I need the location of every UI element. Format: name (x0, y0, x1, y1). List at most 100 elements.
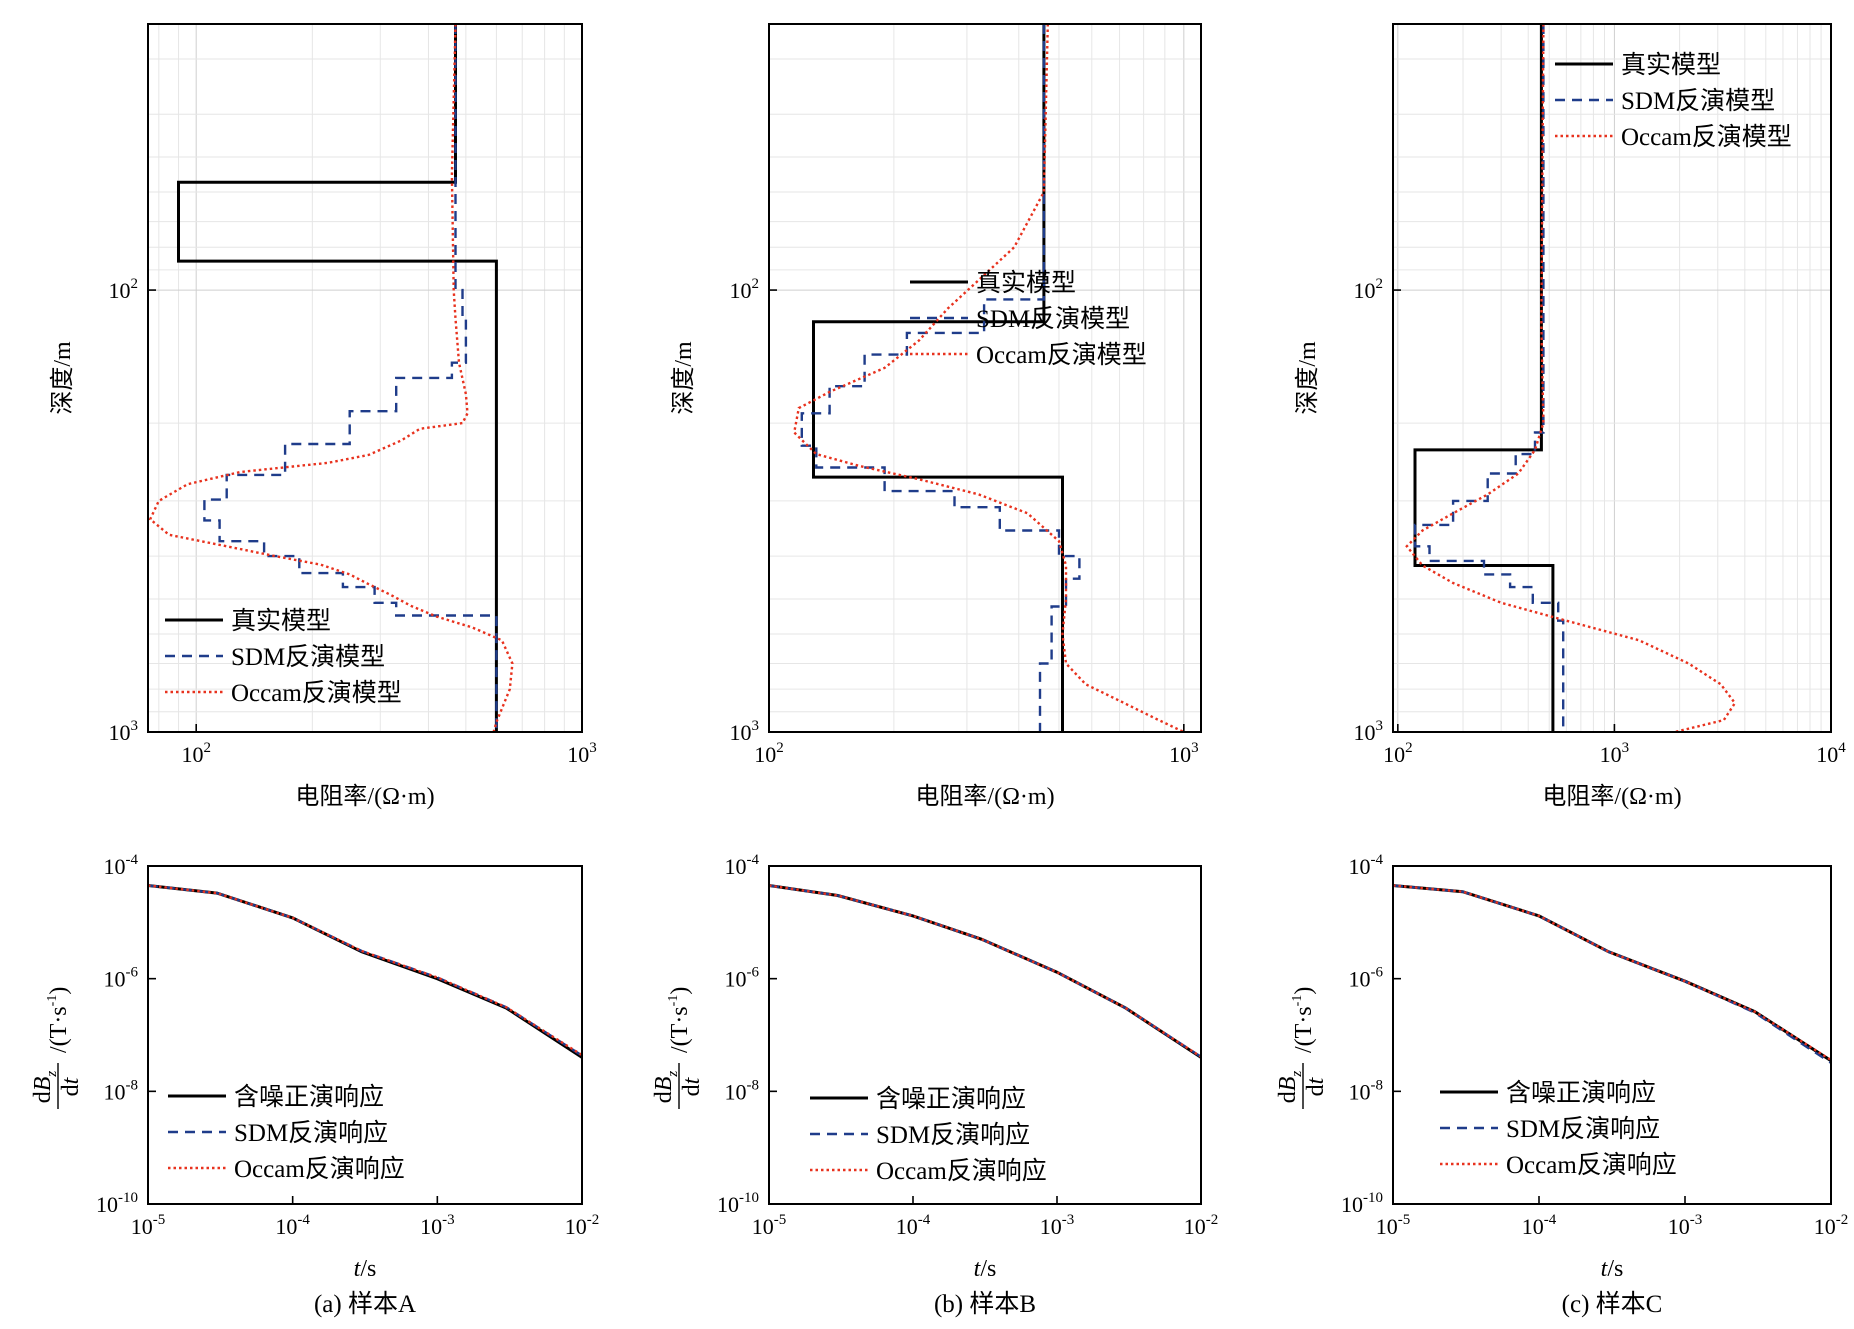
y-tick-label: 102 (109, 276, 139, 303)
panel-a-response: 10-5 10-4 10-3 10-2 10-4 10-6 10-8 10-10 t/s dBzd… (30, 852, 600, 1282)
panel-caption: (a) 样本A (314, 1290, 416, 1318)
y-label-unit: /(T·s-1) (1290, 987, 1317, 1053)
x-tick-label: 10-4 (1522, 1212, 1557, 1239)
legend-label: Occam反演响应 (234, 1155, 405, 1183)
x-axis-label: t/s (974, 1256, 997, 1282)
y-label-denominator: dt (1303, 1076, 1329, 1096)
series-line-2 (800, 24, 1081, 732)
x-axis-label: t/s (354, 1256, 377, 1282)
x-tick-label: 10-3 (1668, 1212, 1703, 1239)
plot-frame (147, 865, 583, 1205)
x-tick-label: 10-5 (752, 1212, 787, 1239)
legend-label: SDM反演模型 (231, 643, 385, 671)
panel-c-model: 102 103 104102103电阻率/(Ω·m)深度/m真实模型SDM反演模型O… (1294, 23, 1846, 810)
legend: 含噪正演响应 SDM反演响应 Occam反演响应 (810, 1085, 1047, 1185)
x-tick-label: 104 (1816, 740, 1846, 767)
x-tick-label: 10-5 (131, 1212, 166, 1239)
series-line-1 (769, 884, 1201, 1060)
series-line-3 (148, 24, 514, 732)
y-label-numerator: dBz (651, 1071, 681, 1104)
y-tick-label: 10-6 (725, 965, 760, 992)
x-tick-label: 102 (1383, 740, 1413, 767)
legend-label: SDM反演模型 (1621, 87, 1775, 115)
y-tick-label: 10-10 (96, 1190, 138, 1217)
y-tick-label: 10-6 (104, 965, 139, 992)
y-tick-label: 102 (1354, 276, 1384, 303)
plot-frame (768, 865, 1202, 1205)
panel-caption: (b) 样本B (934, 1290, 1036, 1318)
legend-label: SDM反演响应 (234, 1119, 388, 1147)
y-tick-label: 10-10 (1341, 1190, 1383, 1217)
y-tick-label: 102 (730, 276, 760, 303)
x-tick-label: 10-4 (275, 1212, 310, 1239)
legend-label: Occam反演响应 (1506, 1151, 1677, 1179)
x-tick-label: 10-2 (1814, 1212, 1849, 1239)
y-label-denominator: dt (679, 1076, 705, 1096)
legend-label: SDM反演响应 (876, 1121, 1030, 1149)
y-tick-label: 10-8 (104, 1077, 139, 1104)
y-tick-label: 103 (730, 718, 760, 745)
x-tick-label: 10-3 (1040, 1212, 1075, 1239)
x-tick-label: 10-3 (420, 1212, 455, 1239)
series-line-3 (792, 24, 1185, 732)
panel-caption: (c) 样本C (1562, 1290, 1663, 1318)
grid (148, 24, 583, 733)
y-tick-label: 10-4 (104, 852, 139, 879)
legend-label: Occam反演响应 (876, 1157, 1047, 1185)
plot-frame (768, 23, 1202, 733)
x-axis-label: t/s (1601, 1256, 1624, 1282)
legend: 真实模型 SDM反演模型 Occam反演模型 (1555, 51, 1792, 151)
series-line-1 (812, 24, 1064, 732)
legend-label: Occam反演模型 (231, 679, 402, 707)
y-tick-label: 103 (1354, 718, 1384, 745)
x-tick-label: 10-2 (1184, 1212, 1219, 1239)
x-tick-label: 10-4 (896, 1212, 931, 1239)
x-tick-label: 102 (181, 740, 211, 767)
legend-label: Occam反演模型 (976, 341, 1147, 369)
legend: 含噪正演响应 SDM反演响应 Occam反演响应 (168, 1083, 405, 1183)
y-tick-label: 10-10 (717, 1190, 759, 1217)
y-tick-label: 10-4 (1349, 852, 1384, 879)
y-label-numerator: dBz (1275, 1071, 1305, 1104)
series-line-3 (769, 884, 1201, 1059)
y-tick-label: 10-6 (1349, 965, 1384, 992)
legend-label: Occam反演模型 (1621, 123, 1792, 151)
x-axis-label: 电阻率/(Ω·m) (915, 783, 1054, 810)
legend-label: 真实模型 (231, 607, 331, 635)
x-tick-label: 103 (1600, 740, 1630, 767)
y-axis-label: 深度/m (49, 341, 76, 415)
y-label-numerator: dBz (30, 1071, 60, 1104)
series-line-3 (148, 884, 582, 1057)
legend: 真实模型 SDM反演模型 Occam反演模型 (910, 269, 1147, 369)
plot-frame (1392, 23, 1832, 733)
y-tick-label: 103 (109, 718, 139, 745)
legend-label: SDM反演响应 (1506, 1115, 1660, 1143)
legend-label: 真实模型 (976, 269, 1076, 297)
x-axis-label: 电阻率/(Ω·m) (295, 783, 434, 810)
x-tick-label: 10-2 (565, 1212, 600, 1239)
x-tick-label: 10-5 (1376, 1212, 1411, 1239)
legend-label: 含噪正演响应 (1506, 1079, 1656, 1107)
series-line-1 (1413, 24, 1555, 732)
panel-b-response: 10-5 10-4 10-3 10-2 10-4 10-6 10-8 10-10 t/s dBzd… (651, 852, 1219, 1282)
legend-label: 含噪正演响应 (876, 1085, 1026, 1113)
x-axis-label: 电阻率/(Ω·m) (1542, 783, 1681, 810)
y-tick-label: 10-8 (1349, 1077, 1384, 1104)
x-tick-label: 103 (1169, 740, 1199, 767)
legend-label: 真实模型 (1621, 51, 1721, 79)
y-tick-label: 10-8 (725, 1077, 760, 1104)
series-line-2 (769, 884, 1201, 1059)
legend-label: SDM反演模型 (976, 305, 1130, 333)
series-line-1 (177, 24, 498, 732)
series-line-3 (1393, 884, 1831, 1062)
panel-c-response: 10-5 10-4 10-3 10-2 10-4 10-6 10-8 10-10 t/s dBzd… (1275, 852, 1849, 1282)
panel-b-model: 102 103102103电阻率/(Ω·m)深度/m真实模型SDM反演模型Occa… (670, 23, 1202, 810)
y-axis-label: 深度/m (1294, 341, 1321, 415)
legend-label: 含噪正演响应 (234, 1083, 384, 1111)
legend: 真实模型 SDM反演模型 Occam反演模型 (165, 607, 402, 707)
panel-a-model: 102 103 102 103 电阻率/(Ω·m) 深度/m 真实模型 SDM反演模型 Occa… (49, 23, 597, 810)
y-axis-label: 深度/m (670, 341, 697, 415)
